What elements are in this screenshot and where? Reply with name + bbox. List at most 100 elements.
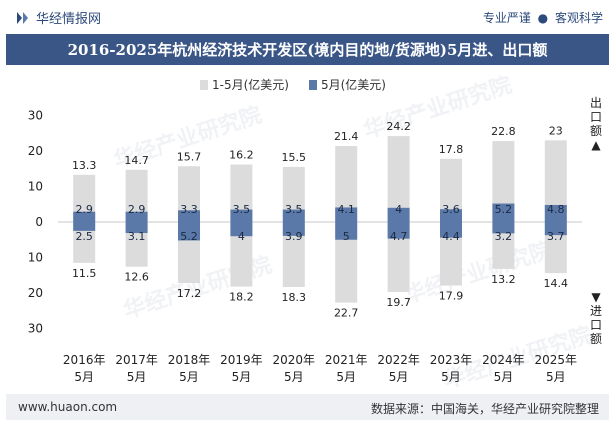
bar-monthly-export bbox=[125, 211, 148, 222]
data-label-cumulative-import: 22.7 bbox=[334, 307, 359, 320]
bar-monthly-import bbox=[387, 222, 410, 239]
x-tick-label-month: 5月 bbox=[284, 370, 304, 384]
data-label-monthly-import: 3.1 bbox=[128, 230, 146, 243]
bar-cumulative-import bbox=[282, 222, 305, 287]
x-tick-label-year: 2025年 bbox=[535, 353, 578, 367]
data-label-monthly-import: 4.4 bbox=[442, 230, 460, 243]
tagline: 专业严谨 ● 客观科学 bbox=[483, 9, 603, 26]
bar-monthly-import bbox=[440, 222, 462, 238]
bar-monthly-import bbox=[492, 222, 515, 234]
x-tick-label-month: 5月 bbox=[232, 370, 252, 384]
y-tick-label: 20 bbox=[28, 144, 43, 158]
data-label-cumulative-import: 18.3 bbox=[282, 291, 307, 304]
legend: 1-5月(亿美元) 5月(亿美元) bbox=[200, 76, 386, 93]
data-label-monthly-export: 2.9 bbox=[128, 203, 146, 216]
data-label-monthly-export: 4 bbox=[395, 203, 402, 216]
x-tick-label-month: 5月 bbox=[389, 370, 409, 384]
bar-monthly-import bbox=[544, 222, 567, 236]
bar-cumulative-export bbox=[178, 166, 200, 222]
bar-monthly-export bbox=[387, 207, 410, 222]
bar-monthly-export bbox=[440, 209, 462, 222]
bar-cumulative-export bbox=[335, 146, 358, 222]
data-label-monthly-import: 4 bbox=[238, 230, 245, 243]
y-tick-label: 10 bbox=[28, 180, 43, 194]
data-label-monthly-import: 3.7 bbox=[547, 230, 565, 243]
import-axis-label: ▼进口额 bbox=[589, 290, 602, 346]
x-tick-label-year: 2020年 bbox=[273, 353, 316, 367]
chart-title: 2016-2025年杭州经济技术开发区(境内目的地/货源地)5月进、出口额 bbox=[6, 34, 609, 65]
data-label-cumulative-export: 22.8 bbox=[491, 125, 516, 138]
bar-cumulative-import bbox=[73, 222, 96, 263]
bar-monthly-import bbox=[125, 222, 148, 234]
x-tick-label-month: 5月 bbox=[74, 370, 94, 384]
data-label-monthly-export: 3.6 bbox=[442, 203, 460, 216]
data-label-cumulative-import: 18.2 bbox=[229, 291, 254, 304]
data-label-cumulative-export: 17.8 bbox=[439, 143, 464, 156]
bar-cumulative-import bbox=[440, 222, 462, 286]
legend-swatch-cumulative bbox=[200, 79, 208, 90]
data-label-cumulative-export: 14.7 bbox=[124, 154, 149, 167]
data-label-monthly-export: 4.8 bbox=[547, 203, 565, 216]
x-tick-label-year: 2024年 bbox=[482, 353, 525, 367]
bar-monthly-import bbox=[73, 222, 96, 231]
bar-monthly-export bbox=[178, 210, 200, 222]
data-label-cumulative-import: 19.7 bbox=[386, 296, 411, 309]
legend-item-cumulative: 1-5月(亿美元) bbox=[200, 76, 289, 93]
data-label-monthly-export: 4.1 bbox=[337, 203, 355, 216]
data-label-cumulative-export: 23 bbox=[549, 124, 563, 137]
y-tick-label: 20 bbox=[28, 286, 43, 300]
bar-cumulative-import bbox=[492, 222, 515, 269]
data-label-cumulative-import: 11.5 bbox=[72, 267, 97, 280]
bar-cumulative-export bbox=[492, 141, 515, 222]
data-label-monthly-export: 5.2 bbox=[495, 203, 513, 216]
data-label-cumulative-import: 14.4 bbox=[544, 277, 569, 290]
bar-cumulative-export bbox=[125, 169, 148, 222]
bar-cumulative-import bbox=[230, 222, 253, 287]
data-label-monthly-import: 5 bbox=[343, 230, 350, 243]
data-label-monthly-export: 3.5 bbox=[285, 203, 303, 216]
data-label-cumulative-import: 17.2 bbox=[177, 287, 202, 300]
bar-monthly-import bbox=[282, 222, 305, 236]
bar-cumulative-export bbox=[282, 166, 305, 222]
data-label-monthly-export: 3.3 bbox=[180, 203, 198, 216]
bar-monthly-import bbox=[335, 222, 358, 240]
y-tick-label: 30 bbox=[28, 109, 43, 123]
data-label-cumulative-export: 16.2 bbox=[229, 148, 254, 161]
data-label-cumulative-import: 13.2 bbox=[491, 273, 516, 286]
x-tick-label-year: 2016年 bbox=[63, 353, 106, 367]
legend-swatch-monthly bbox=[308, 79, 317, 90]
data-label-cumulative-export: 15.7 bbox=[177, 150, 202, 163]
bar-monthly-export bbox=[492, 203, 515, 222]
x-tick-label-year: 2017年 bbox=[115, 353, 158, 367]
bar-monthly-export bbox=[544, 204, 567, 222]
data-label-monthly-import: 3.9 bbox=[285, 230, 303, 243]
y-tick-label: 0 bbox=[35, 215, 43, 229]
data-label-monthly-export: 3.5 bbox=[233, 203, 251, 216]
x-tick-label-month: 5月 bbox=[494, 370, 514, 384]
data-label-monthly-export: 2.9 bbox=[75, 203, 93, 216]
x-tick-label-year: 2022年 bbox=[377, 353, 420, 367]
data-label-monthly-import: 3.2 bbox=[495, 230, 513, 243]
bar-monthly-export bbox=[230, 209, 253, 222]
brand-logo-icon bbox=[17, 11, 28, 24]
top-bar: 华经情报网 专业严谨 ● 客观科学 bbox=[0, 0, 615, 34]
footer-url[interactable]: www.huaon.com bbox=[18, 400, 118, 414]
x-tick-label-month: 5月 bbox=[179, 370, 199, 384]
export-axis-label: 出口额▲ bbox=[589, 96, 602, 152]
bar-cumulative-export bbox=[230, 164, 253, 222]
brand[interactable]: 华经情报网 bbox=[16, 8, 101, 27]
data-label-cumulative-export: 13.3 bbox=[72, 159, 97, 172]
data-label-cumulative-import: 12.6 bbox=[124, 271, 149, 284]
bar-cumulative-export bbox=[440, 158, 462, 222]
bar-monthly-export bbox=[73, 211, 96, 222]
bar-cumulative-import bbox=[335, 222, 358, 303]
x-tick-label-month: 5月 bbox=[441, 370, 461, 384]
x-tick-label-month: 5月 bbox=[127, 370, 147, 384]
data-label-cumulative-export: 24.2 bbox=[386, 120, 411, 133]
bar-monthly-export bbox=[282, 209, 305, 222]
x-tick-label-month: 5月 bbox=[336, 370, 356, 384]
x-tick-label-year: 2021年 bbox=[325, 353, 368, 367]
brand-name: 华经情报网 bbox=[36, 12, 102, 27]
bar-monthly-import bbox=[178, 222, 200, 241]
